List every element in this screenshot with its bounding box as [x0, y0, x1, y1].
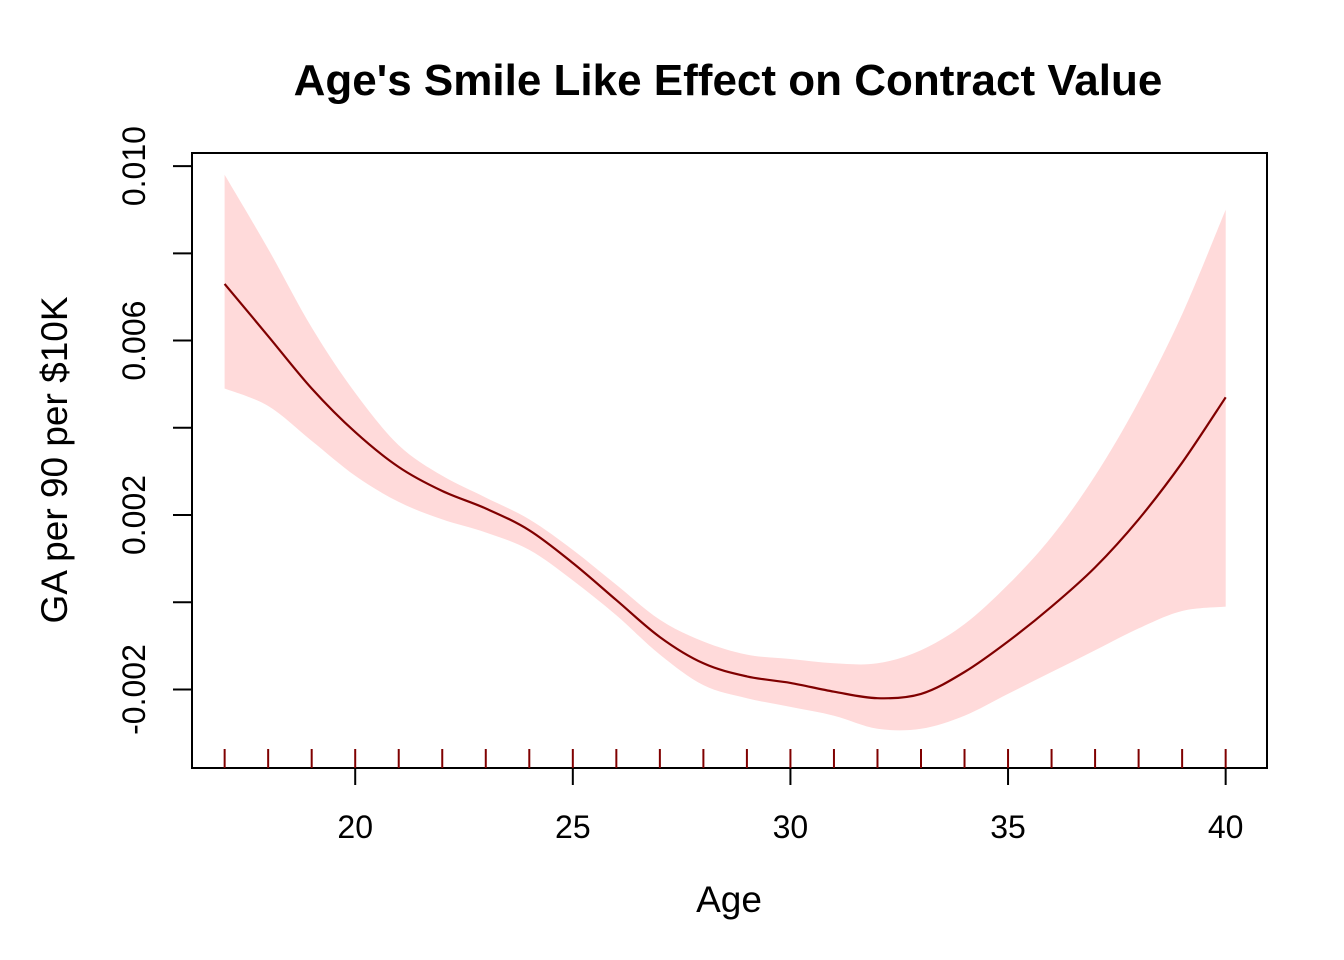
x-tick-label: 40	[1208, 809, 1244, 845]
y-tick-label: 0.010	[116, 126, 152, 206]
x-axis: 20 25 30 35 40	[337, 768, 1243, 845]
fit-line	[223, 283, 1227, 700]
confidence-band	[224, 174, 1226, 731]
y-tick-label: -0.002	[116, 644, 152, 735]
plot-frame	[191, 152, 1268, 769]
y-tick-label: 0.006	[116, 301, 152, 381]
x-axis-label: Age	[696, 879, 762, 920]
x-tick-label: 20	[337, 809, 373, 845]
x-tick-label: 25	[555, 809, 591, 845]
x-tick-label: 30	[773, 809, 809, 845]
x-tick-label: 35	[990, 809, 1026, 845]
y-tick-label: 0.002	[116, 475, 152, 555]
y-axis-label: GA per 90 per $10K	[34, 296, 75, 623]
chart-title: Age's Smile Like Effect on Contract Valu…	[294, 56, 1163, 105]
y-axis: -0.002 0.002 0.006 0.010	[116, 126, 192, 735]
